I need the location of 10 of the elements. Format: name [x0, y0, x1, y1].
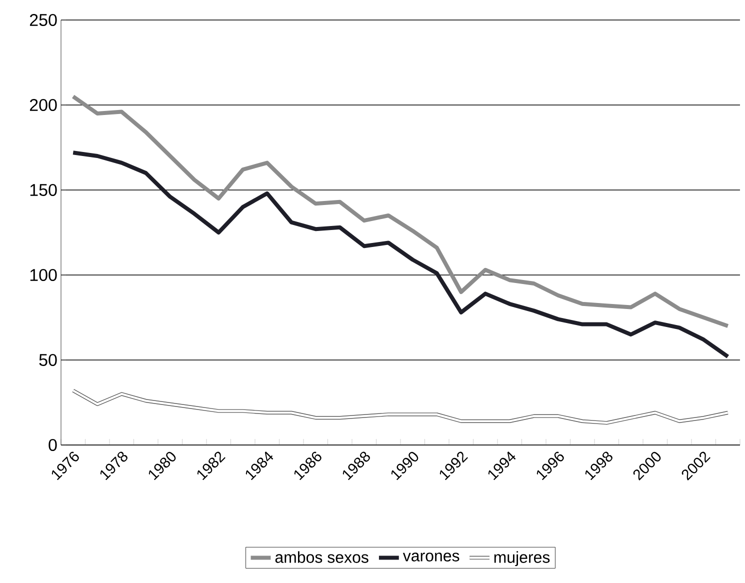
legend-label: mujeres [494, 551, 550, 566]
legend-label: varones [402, 552, 460, 562]
y-tick-label: 0 [48, 438, 57, 452]
line-series [71, 150, 730, 359]
y-tick-label: 150 [30, 184, 57, 196]
y-tick-label: 250 [30, 14, 57, 26]
y-tick-label: 50 [39, 354, 57, 366]
y-tick-label: 100 [30, 268, 57, 282]
legend-label: ambos sexos [275, 551, 368, 563]
y-tick-label: 200 [30, 98, 57, 112]
